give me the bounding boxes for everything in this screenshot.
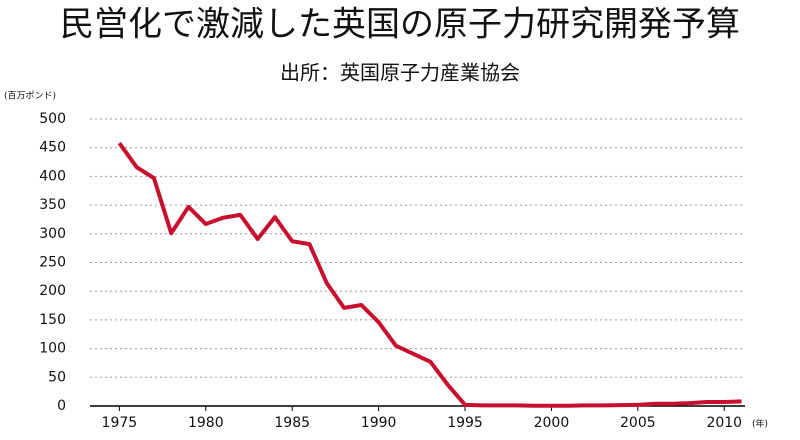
chart-subtitle: 出所：英国原子力産業協会 <box>280 61 520 85</box>
x-tick-label: 1980 <box>188 415 224 431</box>
line-series <box>117 141 742 408</box>
y-tick-label: 150 <box>39 312 66 328</box>
x-tick-label: 1975 <box>102 415 138 431</box>
x-tick-label: 1990 <box>361 415 397 431</box>
x-tick-label: 2010 <box>706 415 742 431</box>
y-tick-label: 350 <box>39 197 66 213</box>
y-tick-label: 200 <box>39 283 66 299</box>
y-tick-label: 250 <box>39 255 66 271</box>
y-tick-label: 450 <box>39 140 66 156</box>
y-tick-label: 300 <box>39 226 66 242</box>
x-axis-label: (年) <box>752 418 768 430</box>
y-tick-label: 100 <box>39 341 66 357</box>
x-tick-label: 1985 <box>274 415 310 431</box>
chart-title: 民営化で激減した英国の原子力研究開発予算 <box>60 5 740 45</box>
x-tick-label: 2005 <box>620 415 656 431</box>
x-tick-label: 1995 <box>447 415 483 431</box>
y-axis-label: (百万ポンド) <box>4 91 56 102</box>
y-tick-label: 400 <box>39 168 66 184</box>
y-tick-label: 50 <box>48 369 66 385</box>
x-tick-label: 2000 <box>534 415 570 431</box>
y-tick-label: 0 <box>57 398 66 414</box>
y-tick-label: 500 <box>39 111 66 127</box>
